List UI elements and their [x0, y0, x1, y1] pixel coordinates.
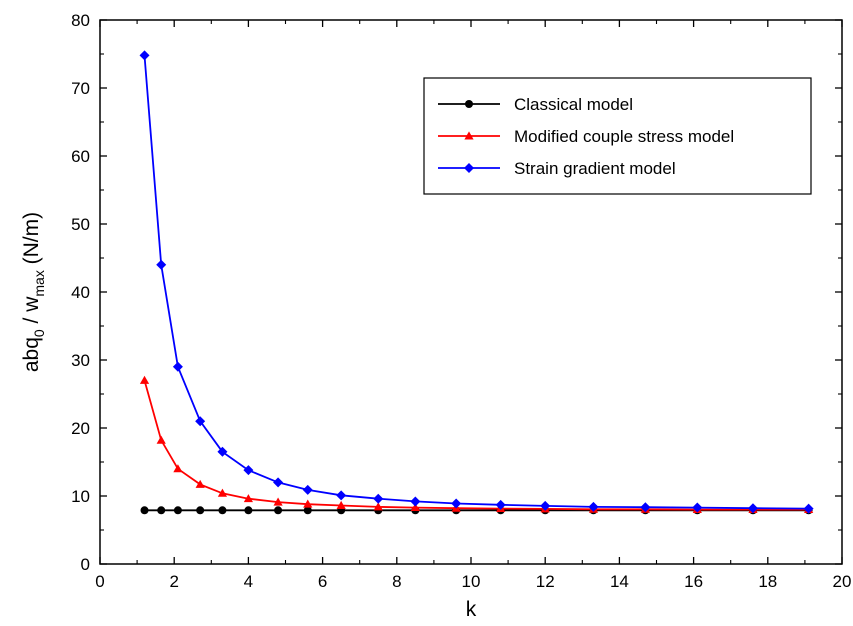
- data-point: [243, 465, 254, 476]
- data-point: [156, 259, 167, 270]
- y-tick-label: 20: [71, 419, 90, 438]
- legend-marker: [464, 163, 474, 173]
- data-point: [803, 503, 814, 514]
- data-point: [640, 502, 651, 513]
- y-tick-label: 10: [71, 487, 90, 506]
- y-axis-title-part: / w: [20, 296, 43, 330]
- data-point: [303, 506, 312, 515]
- data-point: [410, 502, 420, 512]
- data-point: [156, 435, 166, 444]
- y-axis-title: abq0 / wmax (N/m): [20, 212, 47, 372]
- data-point: [302, 484, 313, 495]
- data-point: [303, 499, 313, 508]
- y-tick-label: 70: [71, 79, 90, 98]
- y-tick-label: 50: [71, 215, 90, 234]
- y-tick-label: 40: [71, 283, 90, 302]
- data-point: [217, 446, 228, 457]
- data-point: [336, 500, 346, 509]
- legend-label: Modified couple stress model: [514, 127, 734, 146]
- legend-label: Strain gradient model: [514, 159, 676, 178]
- legend-marker: [464, 131, 474, 140]
- series-diamond: [139, 50, 814, 514]
- y-tick-label: 60: [71, 147, 90, 166]
- data-point: [195, 416, 206, 427]
- y-axis-title-part: (N/m): [20, 212, 43, 270]
- x-tick-label: 12: [536, 572, 555, 591]
- x-tick-label: 2: [169, 572, 178, 591]
- x-tick-label: 0: [95, 572, 104, 591]
- y-axis-title-subscript: 0: [31, 329, 47, 337]
- legend-marker: [465, 100, 473, 108]
- x-axis-title: k: [466, 598, 477, 621]
- legend-item: Classical model: [438, 95, 633, 114]
- legend-item: Strain gradient model: [438, 159, 676, 178]
- y-tick-label: 80: [71, 11, 90, 30]
- data-point: [373, 502, 383, 511]
- legend-label: Classical model: [514, 95, 633, 114]
- series-triangle: [139, 375, 814, 514]
- data-point: [540, 500, 551, 511]
- data-point: [588, 501, 599, 512]
- data-point: [172, 361, 183, 372]
- data-point: [218, 506, 227, 515]
- data-point: [451, 498, 462, 509]
- x-tick-label: 10: [462, 572, 481, 591]
- data-point: [410, 496, 421, 507]
- x-tick-label: 14: [610, 572, 629, 591]
- x-tick-label: 20: [833, 572, 852, 591]
- data-point: [139, 375, 150, 384]
- data-point: [495, 499, 506, 510]
- y-axis-title-subscript: max: [31, 270, 47, 296]
- x-tick-label: 18: [758, 572, 777, 591]
- data-point: [243, 494, 253, 503]
- axes: 0 2 4 6 8 10 12 14 16 18 20 0 10 20 30 40 50 60 70 80: [71, 11, 851, 591]
- data-point: [274, 506, 283, 515]
- legend-item: Modified couple stress model: [438, 127, 734, 146]
- x-tick-label: 16: [684, 572, 703, 591]
- y-tick-label: 30: [71, 351, 90, 370]
- data-point: [173, 506, 182, 515]
- plot-series: [139, 50, 814, 515]
- x-tick-label: 6: [318, 572, 327, 591]
- data-point: [373, 493, 384, 504]
- data-point: [273, 497, 283, 506]
- legend: Classical model Modified couple stress mo…: [423, 77, 812, 195]
- data-point: [273, 477, 284, 488]
- data-point: [244, 506, 253, 515]
- data-point: [157, 506, 166, 515]
- data-point: [196, 506, 205, 515]
- x-tick-label: 8: [392, 572, 401, 591]
- y-tick-label: 0: [81, 555, 90, 574]
- series-line: [143, 380, 809, 511]
- x-tick-label: 4: [244, 572, 253, 591]
- data-point: [747, 503, 758, 514]
- data-point: [139, 50, 150, 61]
- data-point: [336, 490, 347, 501]
- y-axis-title-part: abq: [20, 337, 43, 372]
- data-point: [195, 479, 205, 488]
- data-point: [173, 464, 183, 473]
- data-point: [217, 488, 228, 497]
- data-point: [140, 506, 149, 515]
- data-point: [692, 502, 703, 513]
